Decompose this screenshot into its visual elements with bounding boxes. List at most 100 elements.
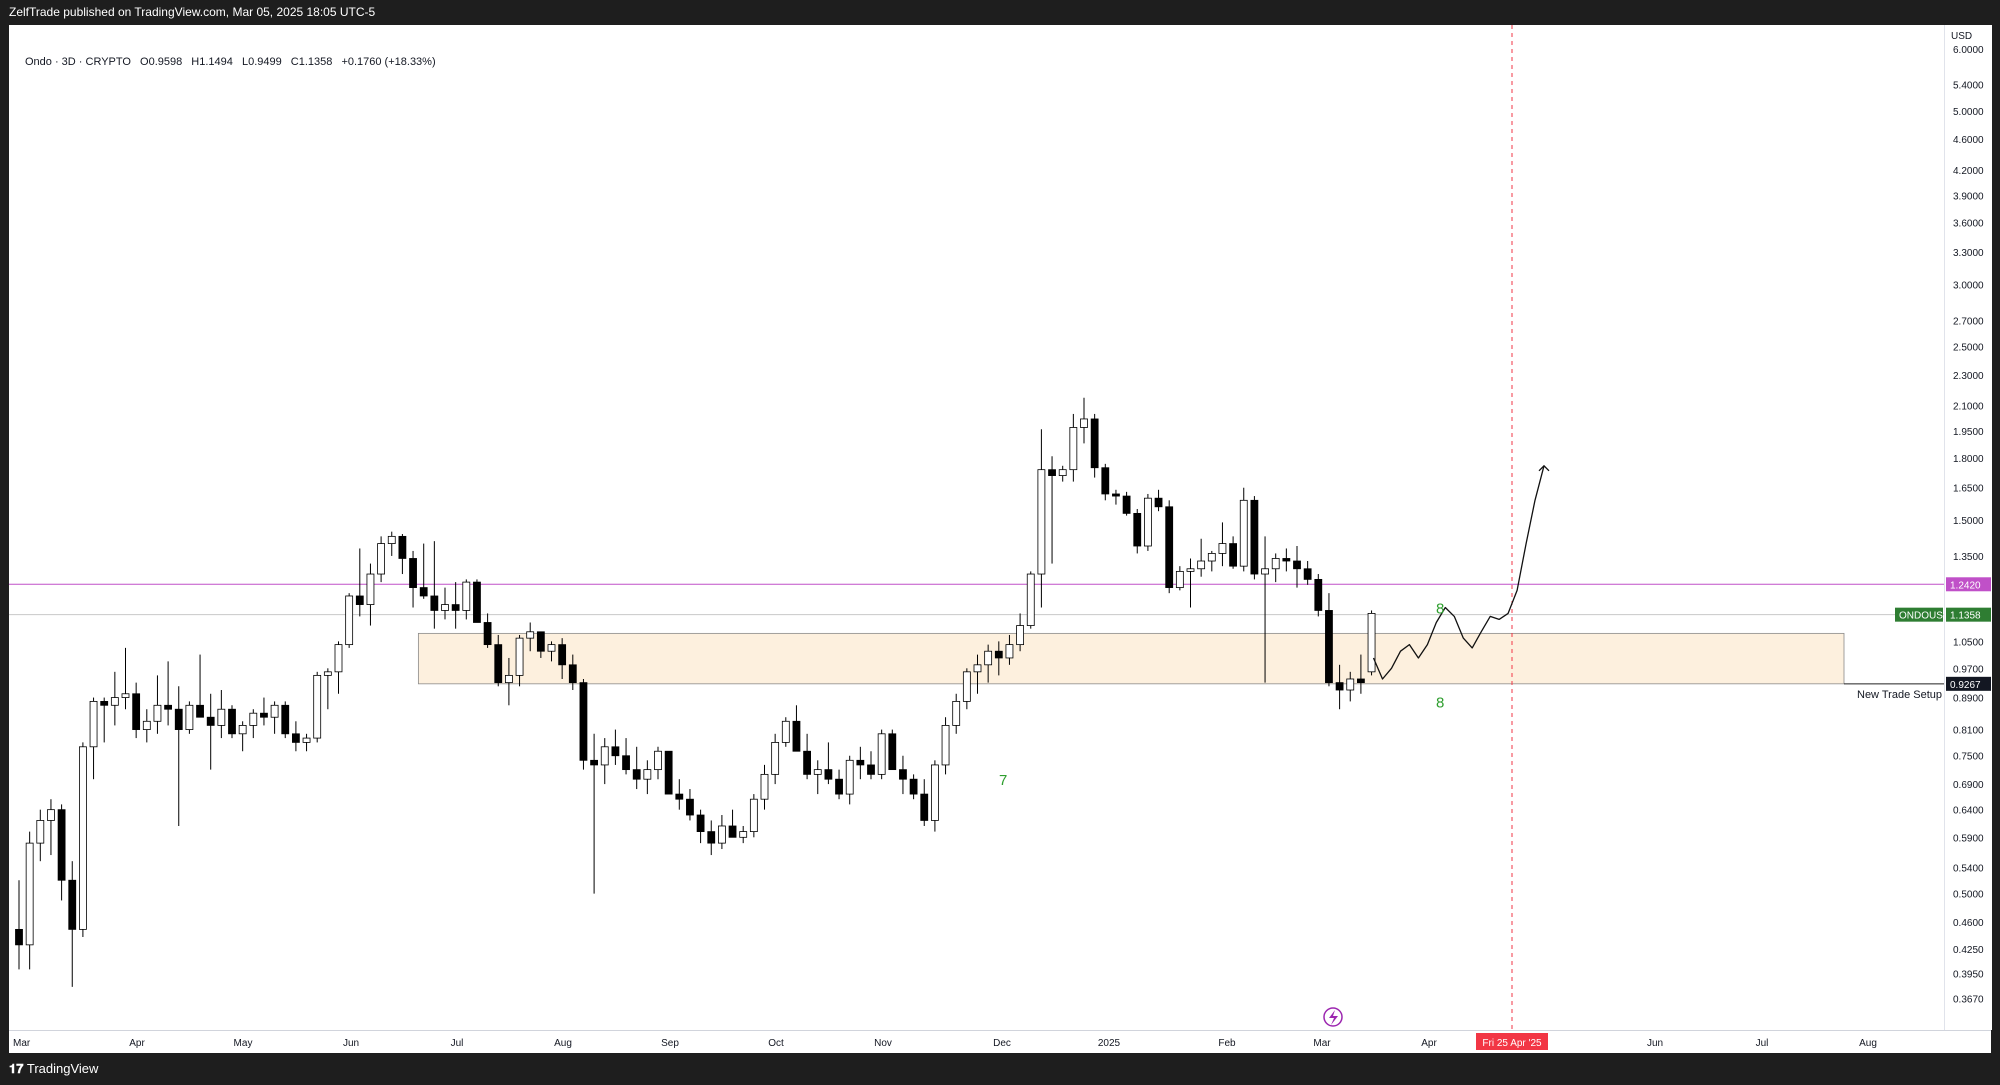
candle-bear [174,708,183,730]
candle-bull [781,720,790,743]
price-tick-label: 0.4250 [1953,945,1984,956]
candle-bear [164,704,173,710]
time-tick-label: Feb [1218,1038,1236,1049]
candle-bull [25,842,34,946]
candle-bear [355,595,364,605]
candle-bull [334,644,343,673]
wave-count-label: 8 [1436,694,1444,711]
candle-bull [1080,418,1088,428]
time-tick-label: May [234,1038,253,1049]
publish-bar: ZelfTrade published on TradingView.com, … [0,0,2000,25]
candle-bull [1058,469,1067,476]
candle-bear [1229,543,1237,567]
candle-bear [1357,678,1365,684]
candle-bear [451,604,460,611]
date-tag-label: Fri 25 Apr '25 [1482,1038,1542,1049]
time-tick-label: Apr [129,1038,145,1049]
candle-bull [1239,499,1248,567]
time-tick-label: 2025 [1098,1038,1121,1049]
candle-bear [558,644,567,666]
candle-bull [238,725,247,735]
time-axis-canvas[interactable]: Mar Apr May Jun Jul Aug Sep Oct Nov Dec 2025 Feb Mar… [9,1031,1991,1053]
candle-bull [1186,568,1195,572]
price-tick-label: 2.7000 [1953,316,1984,327]
price-tick-label: 3.9000 [1953,191,1984,202]
candle-bear [707,831,716,844]
candle-bull [185,704,194,730]
candle-bull [1261,568,1269,575]
legend-open: O0.9598 [140,56,183,68]
candle-bear [291,733,300,743]
time-tick-label: Apr [1421,1038,1437,1049]
candle-bear [419,587,428,597]
legend-close: C1.1358 [290,56,333,68]
candle-bull [931,764,939,821]
candle-bear [686,798,694,816]
price-tick-label: 0.5900 [1953,833,1984,844]
candle-bear [632,769,641,780]
candle-bear [622,755,630,771]
alert-icon-ring [1323,1007,1343,1027]
current-price-tag: 1.1358 [1950,611,1981,622]
candle-bear [1325,610,1333,684]
candle-bull [79,746,87,930]
price-tick-label: 1.8000 [1953,454,1984,465]
brand-name: TradingView [26,1061,99,1076]
candle-bull [1207,553,1216,562]
candle-bull [1175,570,1184,588]
publish-line: ZelfTrade published on TradingView.com, … [9,5,376,19]
candle-bear [728,825,737,838]
price-tick-label: 6.0000 [1953,45,1984,56]
candle-bull [1037,469,1046,575]
candle-bull [462,581,471,611]
price-tick-label: 2.3000 [1953,371,1984,382]
zone-price-tag-bg [1946,676,1991,691]
time-tick-label: Jun [1647,1038,1663,1049]
candle-bull [110,697,119,706]
candle-bull [973,664,982,673]
candle-bear [888,733,897,771]
time-tick-label: Mar [13,1038,31,1049]
price-tick-label: 2.1000 [1953,402,1984,413]
price-tick-label: 1.6500 [1953,484,1984,495]
price-tick-label: 4.6000 [1953,135,1984,146]
footer-bar: 𝟏𝟕 TradingView [0,1052,2000,1085]
price-axis-canvas[interactable]: USD 6.0000 5.4000 5.0000 4.6000 4.2000 3.9000 3… [1945,25,1992,1030]
ticker-tag-label: ONDOUSD [1899,611,1944,622]
candle-bear [536,631,545,652]
candle-bear [1293,560,1301,570]
time-tick-label: Oct [768,1038,784,1049]
candle-bull [302,737,311,743]
candle-bull [1026,573,1035,626]
price-tick-label: 0.7500 [1953,752,1984,763]
legend-symbol[interactable]: Ondo · 3D · CRYPTO [25,56,131,68]
candle-bull [739,831,748,838]
time-axis[interactable]: Mar Apr May Jun Jul Aug Sep Oct Nov Dec 2025 Feb Mar… [9,1030,1991,1053]
candle-bull [323,671,332,676]
candle-bear [1154,497,1163,508]
candle-bear [1048,469,1056,476]
resistance-price-tag: 1.2420 [1950,580,1981,591]
alert-icon-bolt [1329,1010,1338,1025]
candle-bull [515,637,524,676]
chart-canvas[interactable]: 7 8 8 New Trade Setup ONDOUSD [9,25,1944,1030]
candle-bull [984,650,993,666]
chart-pane[interactable]: 7 8 8 New Trade Setup ONDOUSD Ondo · 3D · CR… [9,25,1944,1030]
candle-bear [824,769,833,780]
candle-bear [1335,682,1344,691]
candle-bear [281,704,290,735]
candle-bull [345,595,354,646]
candle-bear [792,720,801,752]
candle-bear [664,750,673,795]
candle-bear [920,793,929,821]
candle-bear [206,716,215,726]
price-axis[interactable]: USD 6.0000 5.4000 5.0000 4.6000 4.2000 3.9000 3… [1944,25,1992,1030]
time-tick-label: Jul [451,1038,464,1049]
candle-bull [1218,543,1227,554]
candle-bull [36,820,45,844]
price-tick-label: 0.3950 [1953,970,1984,981]
legend-change: +0.1760 (+18.33%) [341,56,436,68]
candle-bear [590,759,598,766]
candle-bull [441,604,449,611]
